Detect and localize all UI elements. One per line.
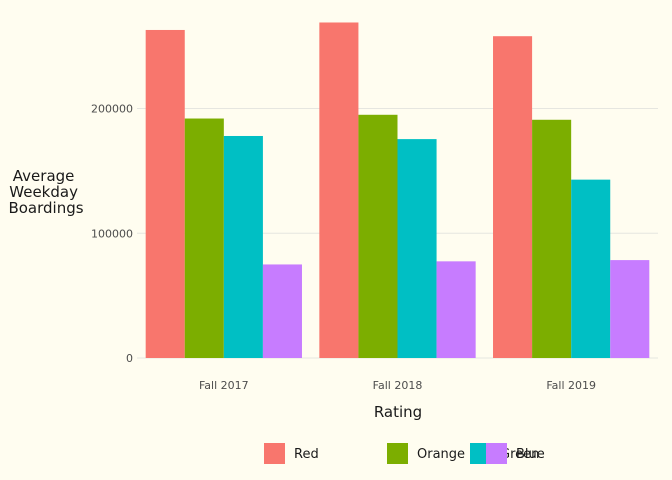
legend-swatch — [486, 443, 507, 464]
bar — [493, 36, 533, 358]
y-axis-title: Average Weekday Boardings — [8, 167, 83, 217]
bar — [262, 264, 302, 358]
y-tick-label: 200000 — [91, 103, 133, 116]
bar — [145, 29, 185, 358]
legend-swatch — [387, 443, 408, 464]
bar — [358, 114, 398, 358]
bar — [571, 179, 611, 358]
x-tick-label: Fall 2018 — [373, 379, 423, 392]
legend-swatch — [470, 443, 491, 464]
y-axis-title-line: Boardings — [8, 199, 83, 217]
y-axis-title-line: Weekday — [9, 183, 78, 201]
y-tick-label: 100000 — [91, 227, 133, 240]
y-axis-title-line: Average — [13, 167, 75, 185]
bar — [184, 118, 224, 358]
bar — [397, 139, 437, 358]
x-axis-ticks: Fall 2017 Fall 2018 Fall 2019 — [199, 379, 596, 392]
bar — [610, 260, 650, 358]
legend-label: Green — [500, 447, 539, 462]
bars — [145, 22, 650, 359]
legend-label: Blue — [516, 447, 545, 462]
bar — [223, 135, 263, 358]
y-axis-ticks: 0 100000 200000 — [91, 103, 133, 365]
bar — [436, 261, 476, 358]
bar — [532, 119, 572, 359]
bar — [319, 22, 359, 358]
y-tick-label: 0 — [126, 352, 133, 365]
legend-label: Red — [294, 447, 319, 462]
legend-swatch — [264, 443, 285, 464]
legend-label: Orange — [417, 447, 465, 462]
x-tick-label: Fall 2019 — [546, 379, 596, 392]
x-tick-label: Fall 2017 — [199, 379, 249, 392]
x-axis-title: Rating — [374, 403, 422, 421]
